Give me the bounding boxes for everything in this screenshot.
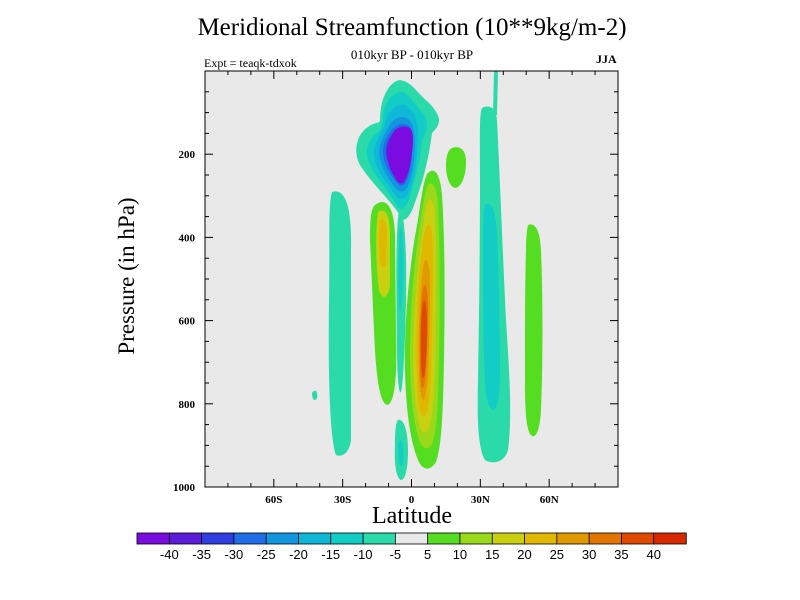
colorbar-label: -20 [289, 547, 308, 562]
contour-positive-core [421, 300, 427, 379]
colorbar-label: -10 [354, 547, 373, 562]
colorbar-box [233, 532, 267, 545]
contour-lower-negative-inner [398, 440, 404, 466]
colorbar-box [168, 532, 203, 545]
colorbar-box [330, 532, 364, 545]
y-tick-label: 800 [179, 399, 196, 411]
y-tick-label: 400 [179, 232, 196, 244]
x-tick-label: 60N [540, 494, 559, 506]
colorbar-box [362, 532, 397, 545]
colorbar-box [524, 532, 558, 545]
colorbar: -40 -35 -30 -25 -20 -15 -10 -5 5 10 15 20 25 30 35 40 [136, 532, 687, 562]
x-tick-label: 60S [265, 494, 282, 506]
chart-subtitle: 010kyr BP - 010kyr BP [350, 47, 474, 62]
colorbar-label: -35 [192, 547, 211, 562]
colorbar-label: -15 [321, 547, 340, 562]
colorbar-box [459, 532, 493, 545]
colorbar-label: -5 [390, 547, 402, 562]
colorbar-box [556, 532, 590, 545]
colorbar-label: 25 [550, 547, 564, 562]
colorbar-label: -30 [224, 547, 243, 562]
chart-title: Meridional Streamfunction (10**9kg/m-2) [197, 14, 627, 41]
contour-northern-positive [525, 224, 543, 437]
colorbar-label: 10 [453, 547, 467, 562]
contour-small-southern-spot [312, 390, 318, 401]
colorbar-label: 40 [646, 547, 660, 562]
colorbar-box [136, 532, 170, 545]
x-axis-label: Latitude [372, 503, 452, 529]
contour-northern-top-spike [493, 71, 498, 115]
colorbar-box [621, 532, 655, 545]
colorbar-label: 35 [614, 547, 628, 562]
contour-southern-positive-core [379, 219, 387, 268]
contour-upper-negative-core [386, 126, 413, 184]
colorbar-box [298, 532, 332, 545]
y-tick-label: 1000 [173, 482, 196, 494]
axes: 60S 30S 0 30N 60N 200 400 600 800 1000 [173, 71, 618, 506]
contour-negative-stem-inner [398, 228, 404, 312]
y-tick-label: 200 [179, 149, 196, 161]
colorbar-label: 15 [485, 547, 499, 562]
colorbar-box [653, 532, 687, 545]
colorbar-label: 20 [517, 547, 531, 562]
colorbar-box [201, 532, 235, 545]
colorbar-label: 30 [582, 547, 596, 562]
colorbar-box [265, 532, 300, 545]
x-tick-label: 30S [334, 494, 351, 506]
colorbar-box [394, 532, 429, 545]
contour-southern-band [328, 191, 352, 456]
x-tick-label: 30N [471, 494, 490, 506]
contour-northern-band-inner [483, 203, 500, 410]
y-tick-label: 600 [179, 316, 196, 328]
colorbar-label: 5 [424, 547, 431, 562]
x-tick-label: 0 [409, 494, 415, 506]
colorbar-box [588, 532, 623, 545]
colorbar-label: -25 [257, 547, 276, 562]
experiment-label: Expt = teaqk-tdxok [204, 56, 297, 70]
contour-fields [312, 71, 543, 480]
contour-upper-positive-spot [446, 147, 466, 188]
colorbar-label: -40 [160, 547, 179, 562]
season-label: JJA [596, 52, 617, 66]
colorbar-box [427, 532, 461, 545]
colorbar-box [491, 532, 526, 545]
